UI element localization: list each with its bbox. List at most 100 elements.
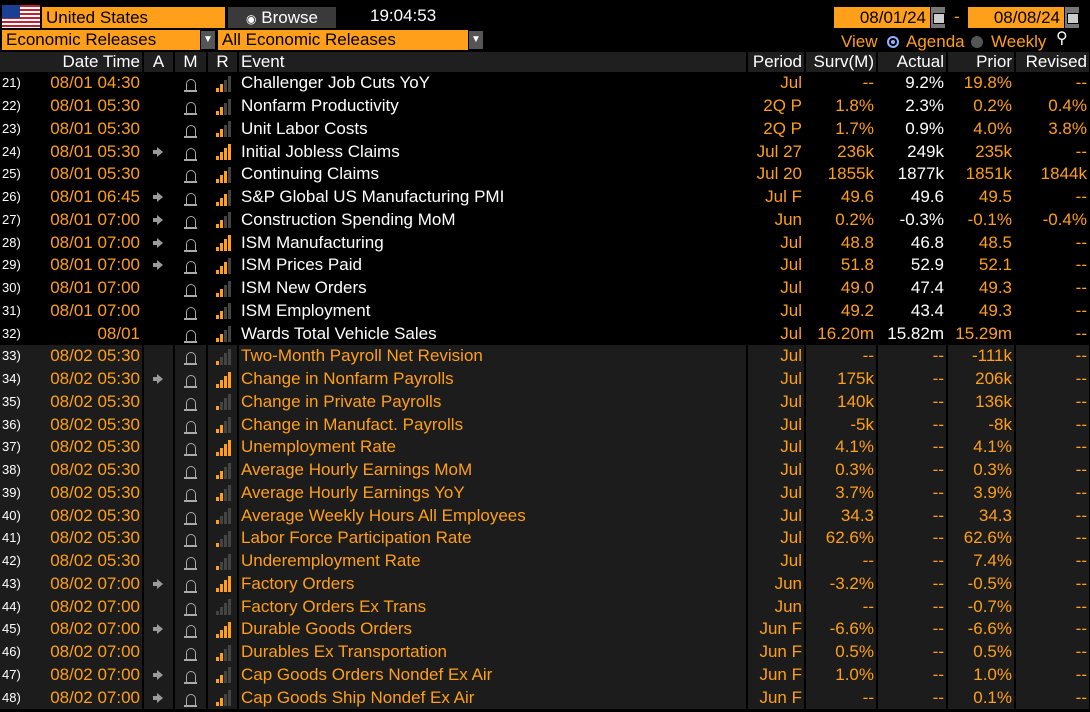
monitor-cell[interactable] <box>174 686 208 709</box>
start-calendar-icon[interactable] <box>931 7 945 28</box>
end-date-input[interactable]: 08/08/24 <box>968 7 1064 28</box>
col-revised[interactable]: Revised <box>1015 52 1090 72</box>
event-cell[interactable]: Initial Jobless Claims <box>238 140 748 163</box>
table-row[interactable]: 32) 08/01 Wards Total Vehicle Sales Jul 16.2… <box>0 322 1090 345</box>
monitor-cell[interactable] <box>174 231 208 254</box>
monitor-cell[interactable] <box>174 663 208 687</box>
event-cell[interactable]: Nonfarm Productivity <box>238 94 748 118</box>
alert-cell[interactable] <box>143 367 175 391</box>
monitor-cell[interactable] <box>174 367 208 391</box>
event-cell[interactable]: Continuing Claims <box>238 163 748 186</box>
table-row[interactable]: 25) 08/01 05:30 Continuing Claims Jul 20 185… <box>0 163 1090 186</box>
alert-cell[interactable] <box>143 299 175 323</box>
alert-cell[interactable] <box>143 640 175 664</box>
table-row[interactable]: 47) 08/02 07:00 Cap Goods Orders Nondef Ex… <box>0 663 1090 687</box>
speaker-icon[interactable] <box>152 579 165 589</box>
bell-icon[interactable] <box>183 238 197 252</box>
alert-cell[interactable] <box>143 72 175 95</box>
event-cell[interactable]: Construction Spending MoM <box>238 208 748 232</box>
alert-cell[interactable] <box>143 231 175 254</box>
event-cell[interactable]: Underemployment Rate <box>238 549 748 573</box>
speaker-icon[interactable] <box>152 624 165 634</box>
alert-cell[interactable] <box>143 504 175 527</box>
alert-cell[interactable] <box>143 185 175 209</box>
table-row[interactable]: 27) 08/01 07:00 Construction Spending MoM J… <box>0 208 1090 232</box>
event-cell[interactable]: Factory Orders <box>238 572 748 596</box>
monitor-cell[interactable] <box>174 549 208 573</box>
monitor-cell[interactable] <box>174 458 208 482</box>
alert-cell[interactable] <box>143 254 175 277</box>
agenda-label[interactable]: Agenda <box>906 32 965 51</box>
category-dropdown-chevron-icon[interactable]: ▼ <box>201 31 215 49</box>
bell-icon[interactable] <box>183 352 197 366</box>
alert-cell[interactable] <box>143 94 175 118</box>
col-date-time[interactable]: Date Time <box>0 52 144 72</box>
table-row[interactable]: 35) 08/02 05:30 Change in Private Payrolls… <box>0 390 1090 414</box>
speaker-icon[interactable] <box>152 215 165 225</box>
bell-icon[interactable] <box>183 670 197 684</box>
bell-icon[interactable] <box>183 284 197 298</box>
table-row[interactable]: 26) 08/01 06:45 S&P Global US Manufacturin… <box>0 185 1090 209</box>
event-cell[interactable]: Change in Private Payrolls <box>238 390 748 414</box>
monitor-cell[interactable] <box>174 208 208 232</box>
bell-icon[interactable] <box>183 693 197 707</box>
event-cell[interactable]: Unit Labor Costs <box>238 117 748 141</box>
bell-icon[interactable] <box>183 193 197 207</box>
weekly-label[interactable]: Weekly <box>991 32 1047 51</box>
monitor-cell[interactable] <box>174 72 208 95</box>
alert-cell[interactable] <box>143 572 175 596</box>
speaker-icon[interactable] <box>152 147 165 157</box>
alert-cell[interactable] <box>143 527 175 550</box>
monitor-cell[interactable] <box>174 254 208 277</box>
table-row[interactable]: 22) 08/01 05:30 Nonfarm Productivity 2Q P 1.… <box>0 94 1090 118</box>
agenda-radio[interactable] <box>887 36 899 48</box>
alert-cell[interactable] <box>143 322 175 345</box>
bell-icon[interactable] <box>183 625 197 639</box>
bell-icon[interactable] <box>183 147 197 161</box>
col-survey[interactable]: Surv(M) <box>805 52 878 72</box>
monitor-cell[interactable] <box>174 94 208 118</box>
event-cell[interactable]: ISM New Orders <box>238 276 748 300</box>
alert-cell[interactable] <box>143 390 175 414</box>
col-m[interactable]: M <box>174 52 208 72</box>
alert-cell[interactable] <box>143 345 175 368</box>
table-row[interactable]: 34) 08/02 05:30 Change in Nonfarm Payrolls… <box>0 367 1090 391</box>
alert-cell[interactable] <box>143 276 175 300</box>
bell-icon[interactable] <box>183 397 197 411</box>
table-row[interactable]: 41) 08/02 05:30 Labor Force Participation … <box>0 527 1090 550</box>
table-row[interactable]: 30) 08/01 07:00 ISM New Orders Jul 49.0 47.4 4… <box>0 276 1090 300</box>
table-row[interactable]: 33) 08/02 05:30 Two-Month Payroll Net Revi… <box>0 345 1090 368</box>
speaker-icon[interactable] <box>152 238 165 248</box>
alert-cell[interactable] <box>143 481 175 505</box>
monitor-cell[interactable] <box>174 572 208 596</box>
event-cell[interactable]: Change in Nonfarm Payrolls <box>238 367 748 391</box>
bell-icon[interactable] <box>183 420 197 434</box>
event-cell[interactable]: Unemployment Rate <box>238 436 748 459</box>
col-period[interactable]: Period <box>747 52 806 72</box>
bell-icon[interactable] <box>183 648 197 662</box>
monitor-cell[interactable] <box>174 527 208 550</box>
weekly-radio[interactable] <box>971 36 983 48</box>
monitor-cell[interactable] <box>174 345 208 368</box>
monitor-cell[interactable] <box>174 185 208 209</box>
event-cell[interactable]: ISM Employment <box>238 299 748 323</box>
col-event[interactable]: Event <box>238 52 748 72</box>
monitor-cell[interactable] <box>174 640 208 664</box>
alert-cell[interactable] <box>143 208 175 232</box>
event-cell[interactable]: ISM Manufacturing <box>238 231 748 254</box>
bell-icon[interactable] <box>183 466 197 480</box>
bell-icon[interactable] <box>183 443 197 457</box>
event-cell[interactable]: Change in Manufact. Payrolls <box>238 413 748 436</box>
speaker-icon[interactable] <box>152 670 165 680</box>
bell-icon[interactable] <box>183 124 197 138</box>
col-prior[interactable]: Prior <box>947 52 1016 72</box>
event-cell[interactable]: Cap Goods Orders Nondef Ex Air <box>238 663 748 687</box>
table-row[interactable]: 31) 08/01 07:00 ISM Employment Jul 49.2 43.4 4… <box>0 299 1090 323</box>
alert-cell[interactable] <box>143 686 175 709</box>
event-cell[interactable]: Average Hourly Earnings YoY <box>238 481 748 505</box>
bell-icon[interactable] <box>183 102 197 116</box>
bell-icon[interactable] <box>183 375 197 389</box>
event-cell[interactable]: Challenger Job Cuts YoY <box>238 72 748 95</box>
table-row[interactable]: 24) 08/01 05:30 Initial Jobless Claims Jul … <box>0 140 1090 163</box>
subcategory-dropdown-chevron-icon[interactable]: ▼ <box>469 31 483 49</box>
